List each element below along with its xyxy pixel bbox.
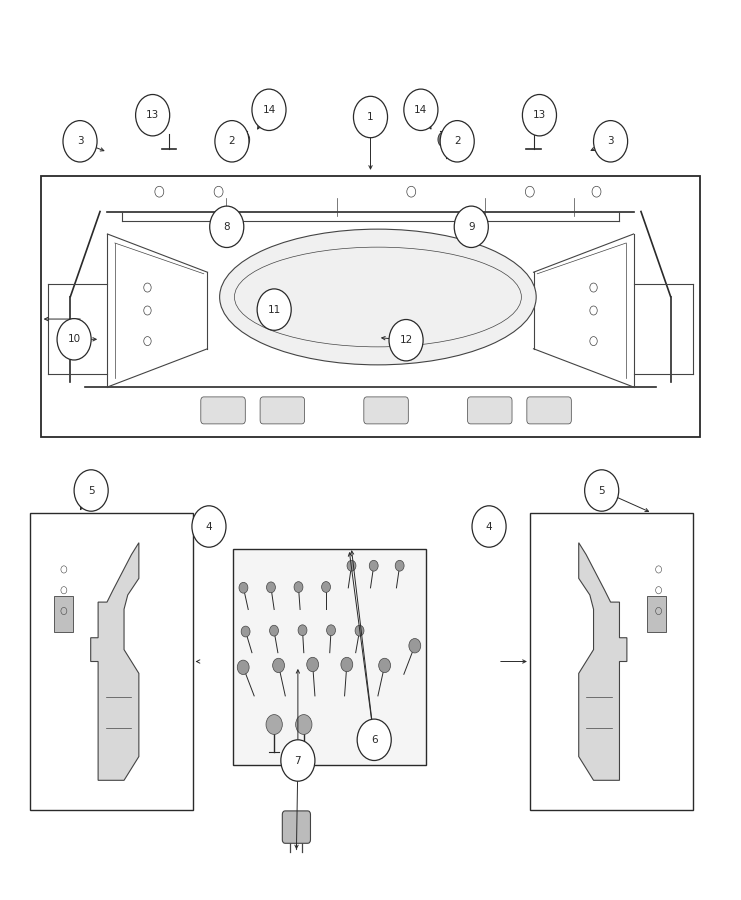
Circle shape: [341, 657, 353, 671]
Text: 5: 5: [88, 485, 94, 496]
FancyBboxPatch shape: [201, 397, 245, 424]
Circle shape: [273, 658, 285, 672]
Text: 6: 6: [371, 734, 377, 745]
FancyBboxPatch shape: [260, 397, 305, 424]
Bar: [647, 596, 665, 632]
Text: 4: 4: [206, 521, 212, 532]
Circle shape: [353, 96, 388, 138]
Text: 5: 5: [599, 485, 605, 496]
Circle shape: [239, 582, 248, 593]
Circle shape: [409, 638, 421, 652]
Circle shape: [347, 561, 356, 572]
Text: 1: 1: [368, 112, 373, 122]
Circle shape: [438, 131, 451, 148]
Circle shape: [210, 206, 244, 248]
Circle shape: [296, 715, 312, 734]
Circle shape: [294, 581, 303, 592]
Circle shape: [136, 94, 170, 136]
Circle shape: [281, 740, 315, 781]
Text: 13: 13: [146, 110, 159, 121]
Circle shape: [585, 470, 619, 511]
Circle shape: [454, 206, 488, 248]
Text: 2: 2: [454, 136, 460, 147]
Circle shape: [327, 625, 336, 635]
Polygon shape: [90, 543, 139, 780]
Circle shape: [472, 506, 506, 547]
Circle shape: [307, 657, 319, 671]
Bar: [41, 176, 700, 436]
Circle shape: [215, 121, 249, 162]
Circle shape: [355, 626, 364, 636]
Text: 10: 10: [67, 334, 81, 345]
Circle shape: [357, 719, 391, 760]
Text: 2: 2: [229, 136, 235, 147]
Polygon shape: [579, 543, 627, 780]
Ellipse shape: [219, 230, 536, 364]
Circle shape: [192, 506, 226, 547]
Circle shape: [389, 320, 423, 361]
Text: 12: 12: [399, 335, 413, 346]
FancyBboxPatch shape: [364, 397, 408, 424]
Circle shape: [257, 289, 291, 330]
Text: 9: 9: [468, 221, 474, 232]
Circle shape: [522, 94, 556, 136]
Circle shape: [270, 626, 279, 636]
Bar: [54, 596, 73, 632]
Bar: [530, 513, 693, 810]
Text: 7: 7: [295, 755, 301, 766]
Text: 11: 11: [268, 304, 281, 315]
FancyBboxPatch shape: [468, 397, 512, 424]
Text: 13: 13: [533, 110, 546, 121]
Circle shape: [74, 470, 108, 511]
FancyBboxPatch shape: [282, 811, 310, 843]
Text: 14: 14: [262, 104, 276, 115]
Circle shape: [369, 561, 378, 572]
Circle shape: [63, 121, 97, 162]
Text: 3: 3: [608, 136, 614, 147]
Circle shape: [395, 561, 404, 572]
Text: 4: 4: [486, 521, 492, 532]
Text: 3: 3: [77, 136, 83, 147]
Circle shape: [241, 626, 250, 637]
Circle shape: [236, 131, 250, 148]
Circle shape: [298, 625, 307, 635]
FancyBboxPatch shape: [527, 397, 571, 424]
Circle shape: [266, 715, 282, 734]
Circle shape: [57, 319, 91, 360]
Bar: [233, 549, 426, 765]
Text: 14: 14: [414, 104, 428, 115]
Circle shape: [404, 89, 438, 130]
Circle shape: [322, 581, 330, 592]
Bar: [30, 513, 193, 810]
Circle shape: [440, 121, 474, 162]
Circle shape: [252, 89, 286, 130]
Circle shape: [237, 660, 249, 674]
Circle shape: [267, 582, 276, 593]
Circle shape: [379, 658, 391, 672]
Text: 8: 8: [224, 221, 230, 232]
Circle shape: [594, 121, 628, 162]
